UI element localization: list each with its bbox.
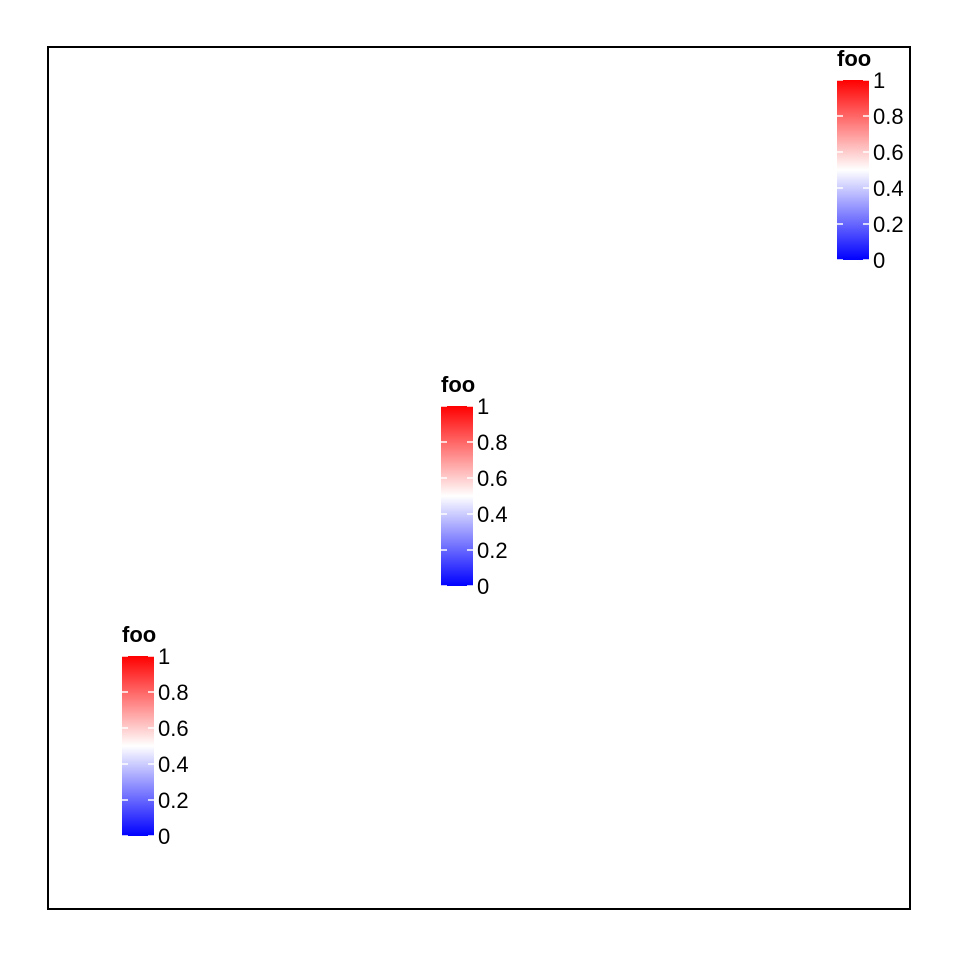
- colorbar-tick-label: 0.8: [158, 680, 189, 705]
- colorbar-tick-label: 1: [477, 394, 489, 419]
- colorbar-tick-label: 0.8: [873, 104, 904, 129]
- colorbar-tick-label: 0.8: [477, 430, 508, 455]
- colorbar: 0 0.2 0.4 0.6 0.8 1: [837, 68, 904, 273]
- colorbar-tick-label: 0.4: [873, 176, 904, 201]
- colorbar-tick-label: 0.2: [477, 538, 508, 563]
- legend-bottom-left: foo 0 0.2 0.4 0.6 0.8 1: [122, 624, 212, 864]
- legend-title: foo: [441, 372, 476, 397]
- legend-center: foo 0 0.2 0.4 0.6 0.8 1: [441, 374, 531, 614]
- colorbar-tick-label: 1: [158, 644, 170, 669]
- colorbar-tick-label: 0: [158, 824, 170, 849]
- colorbar-gradient: [837, 80, 869, 260]
- colorbar-gradient: [122, 656, 154, 836]
- colorbar-tick-label: 1: [873, 68, 885, 93]
- colorbar: 0 0.2 0.4 0.6 0.8 1: [122, 644, 189, 849]
- legend-title: foo: [837, 46, 872, 71]
- colorbar-tick-label: 0.4: [477, 502, 508, 527]
- colorbar-tick-label: 0.2: [873, 212, 904, 237]
- colorbar-tick-label: 0.4: [158, 752, 189, 777]
- colorbar-tick-label: 0: [873, 248, 885, 273]
- colorbar-tick-label: 0.6: [873, 140, 904, 165]
- colorbar-gradient: [441, 406, 473, 586]
- colorbar: 0 0.2 0.4 0.6 0.8 1: [441, 394, 508, 599]
- colorbar-tick-label: 0.6: [158, 716, 189, 741]
- colorbar-tick-label: 0: [477, 574, 489, 599]
- colorbar-tick-label: 0.6: [477, 466, 508, 491]
- legend-title: foo: [122, 622, 157, 647]
- plot-panel: [47, 46, 911, 910]
- legend-top-right: foo 0 0.2 0.4 0.6 0.8 1: [837, 48, 927, 288]
- colorbar-tick-label: 0.2: [158, 788, 189, 813]
